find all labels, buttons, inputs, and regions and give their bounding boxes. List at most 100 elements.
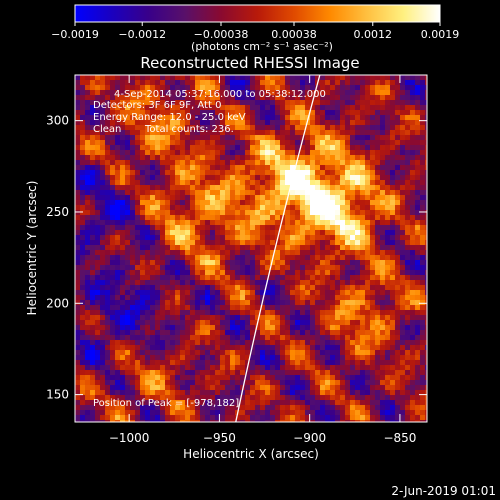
heatmap-cell [125,375,131,381]
heatmap-cell [265,365,271,371]
heatmap-cell [230,205,236,211]
heatmap-cell [375,200,381,206]
heatmap-cell [260,80,266,86]
heatmap-cell [145,255,151,261]
heatmap-cell [395,390,401,396]
heatmap-cell [230,330,236,336]
heatmap-cell [300,330,306,336]
heatmap-cell [135,165,141,171]
heatmap-cell [420,240,426,246]
heatmap-cell [300,155,306,161]
heatmap-cell [155,400,161,406]
heatmap-cell [75,235,81,241]
heatmap-cell [75,370,81,376]
heatmap-cell [125,110,131,116]
heatmap-cell [375,320,381,326]
heatmap-cell [245,375,251,381]
heatmap-cell [250,290,256,296]
heatmap-cell [285,355,291,361]
heatmap-cell [80,370,86,376]
heatmap-cell [260,370,266,376]
heatmap-cell [200,95,206,101]
heatmap-cell [335,320,341,326]
heatmap-cell [275,405,281,411]
heatmap-cell [190,415,196,421]
heatmap-cell [135,390,141,396]
heatmap-cell [400,310,406,316]
heatmap-cell [115,110,121,116]
heatmap-cell [300,180,306,186]
heatmap-cell [200,260,206,266]
heatmap-cell [340,75,346,81]
heatmap-cell [85,180,91,186]
heatmap-cell [400,305,406,311]
heatmap-cell [240,110,246,116]
heatmap-cell [110,310,116,316]
heatmap-cell [225,190,231,196]
heatmap-cell [405,310,411,316]
heatmap-cell [305,305,311,311]
heatmap-cell [205,405,211,411]
heatmap-cell [400,130,406,136]
heatmap-cell [180,105,186,111]
heatmap-cell [415,220,421,226]
heatmap-cell [355,165,361,171]
heatmap-cell [295,280,301,286]
heatmap-cell [140,250,146,256]
heatmap-cell [260,205,266,211]
heatmap-cell [170,365,176,371]
heatmap-cell [130,235,136,241]
heatmap-cell [180,140,186,146]
heatmap-cell [100,230,106,236]
heatmap-cell [365,155,371,161]
heatmap-cell [145,290,151,296]
heatmap-cell [350,200,356,206]
heatmap-cell [190,230,196,236]
heatmap-cell [355,295,361,301]
heatmap-cell [160,195,166,201]
heatmap-cell [170,280,176,286]
heatmap-cell [340,375,346,381]
heatmap-cell [260,150,266,156]
heatmap-cell [220,240,226,246]
heatmap-cell [95,170,101,176]
heatmap-cell [220,355,226,361]
heatmap-cell [90,130,96,136]
heatmap-cell [260,325,266,331]
heatmap-cell [355,180,361,186]
heatmap-cell [335,325,341,331]
heatmap-cell [415,375,421,381]
heatmap-cell [240,115,246,121]
heatmap-cell [190,305,196,311]
heatmap-cell [365,420,371,422]
heatmap-cell [325,195,331,201]
heatmap-cell [140,255,146,261]
heatmap-cell [255,270,261,276]
heatmap-cell [385,345,391,351]
heatmap-cell [370,290,376,296]
heatmap-cell [105,140,111,146]
heatmap-cell [125,345,131,351]
heatmap-cell [205,220,211,226]
heatmap-cell [365,220,371,226]
heatmap-cell [280,270,286,276]
heatmap-cell [195,405,201,411]
heatmap-cell [115,270,121,276]
heatmap-cell [85,150,91,156]
heatmap-cell [225,350,231,356]
heatmap-cell [230,95,236,101]
heatmap-cell [405,195,411,201]
heatmap-cell [215,200,221,206]
heatmap-cell [360,340,366,346]
heatmap-cell [90,310,96,316]
heatmap-cell [340,415,346,421]
heatmap-cell [280,285,286,291]
heatmap-cell [255,205,261,211]
heatmap-cell [90,370,96,376]
heatmap-cell [380,315,386,321]
heatmap-cell [80,350,86,356]
heatmap-cell [145,165,151,171]
heatmap-cell [85,230,91,236]
heatmap-cell [210,400,216,406]
heatmap-cell [155,300,161,306]
